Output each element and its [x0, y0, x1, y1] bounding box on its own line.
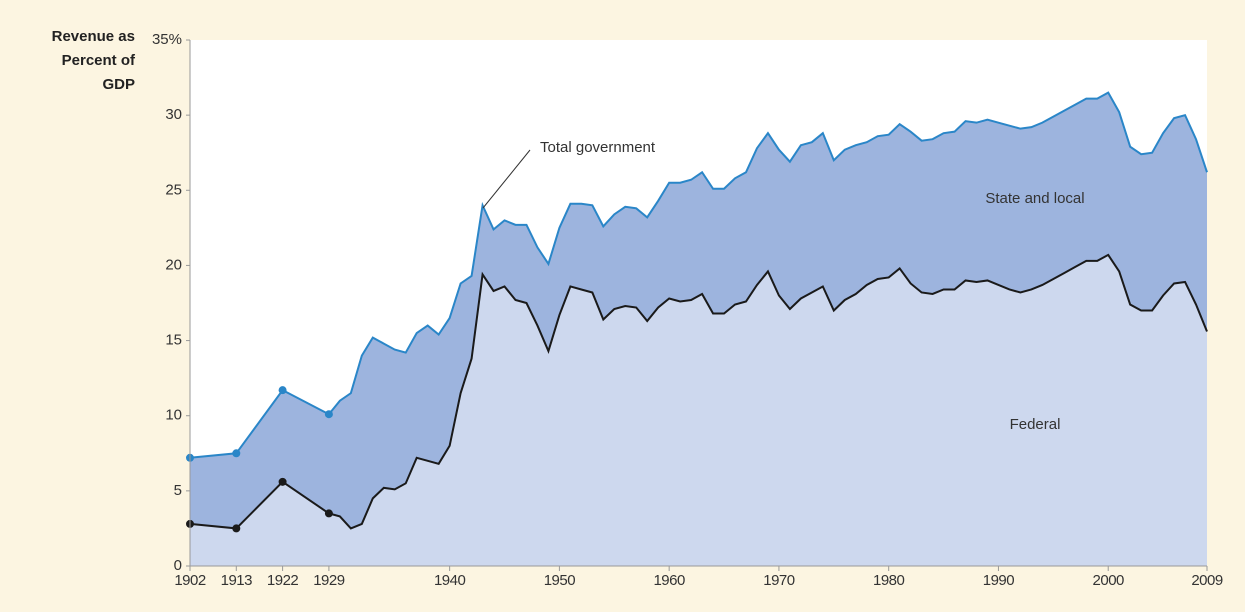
y-tick-label: 10	[165, 407, 182, 424]
y-tick-label: 35%	[152, 31, 182, 48]
x-tick-label: 1980	[873, 572, 905, 589]
x-tick-label: 1929	[313, 572, 345, 589]
x-tick-label: 1950	[544, 572, 576, 589]
y-axis-label: GDP	[102, 76, 135, 93]
x-tick-label: 1970	[763, 572, 795, 589]
x-tick-label: 1922	[267, 572, 299, 589]
y-tick-label: 15	[165, 332, 182, 349]
series-label: Federal	[1010, 416, 1061, 433]
x-tick-label: 1902	[174, 572, 206, 589]
y-tick-label: 5	[174, 482, 182, 499]
line	[189, 253, 1208, 530]
point	[232, 449, 241, 458]
x-tick-label: 2000	[1093, 572, 1125, 589]
x-tick-label: 2009	[1191, 572, 1223, 589]
point	[324, 410, 333, 419]
point	[232, 524, 241, 533]
line	[189, 91, 1208, 459]
leader-line	[482, 149, 531, 209]
x-tick-label: 1960	[653, 572, 685, 589]
point	[278, 477, 287, 486]
y-tick-label: 25	[165, 181, 182, 198]
y-axis-label: Revenue as	[52, 28, 135, 45]
x-tick-label: 1990	[983, 572, 1015, 589]
annotation: State and local	[985, 190, 1084, 207]
y-tick-label: 0	[174, 557, 182, 574]
point	[278, 386, 287, 395]
y-tick-label: 30	[165, 106, 182, 123]
area-federal	[190, 254, 1207, 566]
x-tick-label: 1913	[221, 572, 253, 589]
point	[324, 509, 333, 518]
y-tick-label: 20	[165, 256, 182, 273]
y-axis-label: Percent of	[62, 52, 136, 69]
x-tick-label: 1940	[434, 572, 466, 589]
series-label: Total government	[540, 139, 656, 156]
